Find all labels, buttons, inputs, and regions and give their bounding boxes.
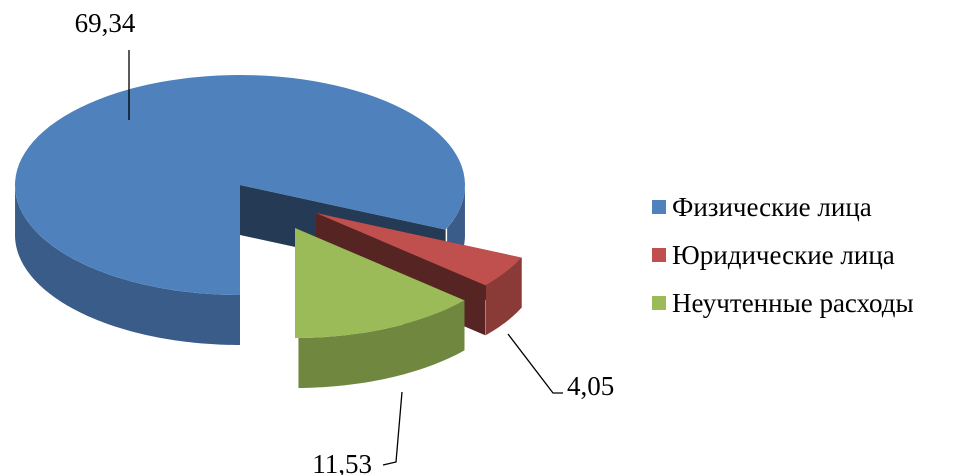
legend-swatch-fiz: [652, 200, 666, 214]
legend-item-fiz: Физические лица: [652, 183, 914, 231]
pie-slice-neuch: [295, 228, 465, 388]
legend: Физические лица Юридические лица Неучтен…: [652, 183, 914, 327]
legend-swatch-neuch: [652, 296, 666, 310]
leader-line-neuch: [382, 391, 403, 466]
data-label-fiz: 69,34: [75, 8, 136, 38]
legend-label-fiz: Физические лица: [672, 191, 872, 222]
legend-item-yur: Юридические лица: [652, 231, 914, 279]
data-label-neuch: 11,53: [312, 449, 372, 475]
leader-line-yur: [507, 333, 563, 394]
legend-label-yur: Юридические лица: [672, 239, 895, 270]
data-label-yur: 4,05: [567, 371, 614, 401]
legend-label-neuch: Неучтенные расходы: [672, 287, 914, 318]
legend-item-neuch: Неучтенные расходы: [652, 279, 914, 327]
legend-swatch-yur: [652, 248, 666, 262]
